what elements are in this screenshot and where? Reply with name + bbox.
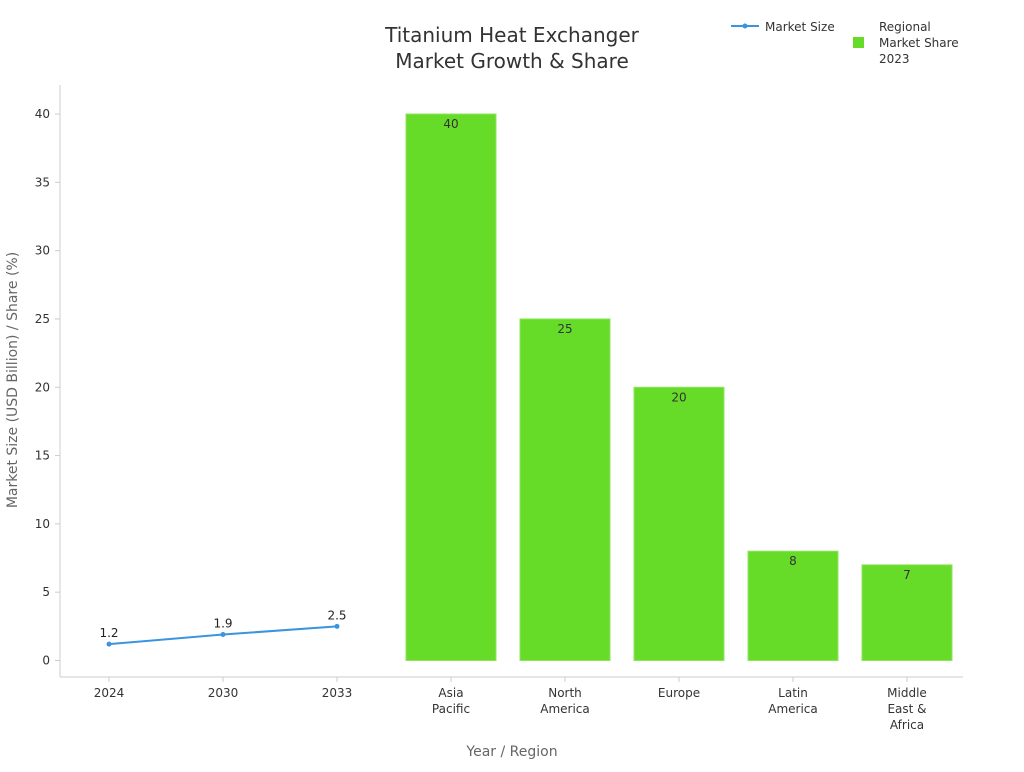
- bar-value-label: 40: [443, 117, 458, 131]
- bar: [861, 564, 953, 661]
- y-tick-label: 25: [35, 312, 50, 326]
- bar-value-label: 8: [789, 554, 797, 568]
- x-tick-label: Europe: [658, 686, 700, 700]
- x-tick-label: 2033: [322, 686, 353, 700]
- bar: [747, 550, 839, 662]
- x-tick-label: Asia: [438, 686, 463, 700]
- line-series: 1.2 1.9 2.5: [99, 608, 347, 647]
- line-point: [220, 632, 226, 638]
- x-tick-label: America: [768, 702, 818, 716]
- x-tick-label: Africa: [890, 718, 924, 732]
- y-tick-label: 35: [35, 175, 50, 189]
- x-tick-label: Latin: [778, 686, 808, 700]
- x-tick-label: East &: [887, 702, 926, 716]
- chart-title-line-1: Titanium Heat Exchanger: [384, 23, 640, 47]
- x-axis-title: Year / Region: [465, 744, 557, 760]
- line-value-label: 1.2: [99, 626, 118, 640]
- y-tick-label: 40: [35, 107, 50, 121]
- line-value-label: 1.9: [213, 617, 232, 631]
- y-tick-label: 10: [35, 517, 50, 531]
- axes: 0 5 10 15 20 25 30 35 40 2024 2030 2033 Asia Pacific N…: [35, 85, 963, 732]
- y-axis-title: Market Size (USD Billion) / Share (%): [5, 252, 21, 508]
- bar: [405, 113, 497, 661]
- bar-value-label: 20: [671, 390, 686, 404]
- bar: [519, 318, 611, 661]
- legend-line-marker: [742, 23, 748, 29]
- legend-label-regional-line-2: Market Share: [879, 36, 959, 50]
- legend: Market Size Regional Market Share 2023: [731, 20, 959, 66]
- chart-title-line-2: Market Growth & Share: [395, 49, 629, 73]
- y-tick-label: 15: [35, 449, 50, 463]
- y-tick-label: 20: [35, 380, 50, 394]
- line-point: [106, 641, 112, 647]
- legend-label-regional-line-1: Regional: [879, 20, 931, 34]
- x-tick-label: America: [540, 702, 590, 716]
- x-tick-label: Pacific: [432, 702, 470, 716]
- x-tick-label: 2030: [208, 686, 239, 700]
- x-tick-label: Middle: [887, 686, 927, 700]
- x-tick-label: North: [548, 686, 582, 700]
- y-tick-label: 5: [42, 585, 50, 599]
- bar-value-label: 25: [557, 322, 572, 336]
- bar-value-label: 7: [903, 568, 911, 582]
- y-tick-label: 30: [35, 244, 50, 258]
- x-tick-label: 2024: [94, 686, 125, 700]
- legend-label-regional-line-3: 2023: [879, 52, 910, 66]
- line-point: [334, 623, 340, 629]
- bar: [633, 386, 725, 661]
- line-value-label: 2.5: [327, 608, 346, 622]
- y-tick-label: 0: [42, 654, 50, 668]
- bar-series: 40 25 20 8 7: [405, 113, 953, 662]
- legend-label-market-size: Market Size: [765, 20, 835, 34]
- legend-bar-swatch: [853, 37, 864, 48]
